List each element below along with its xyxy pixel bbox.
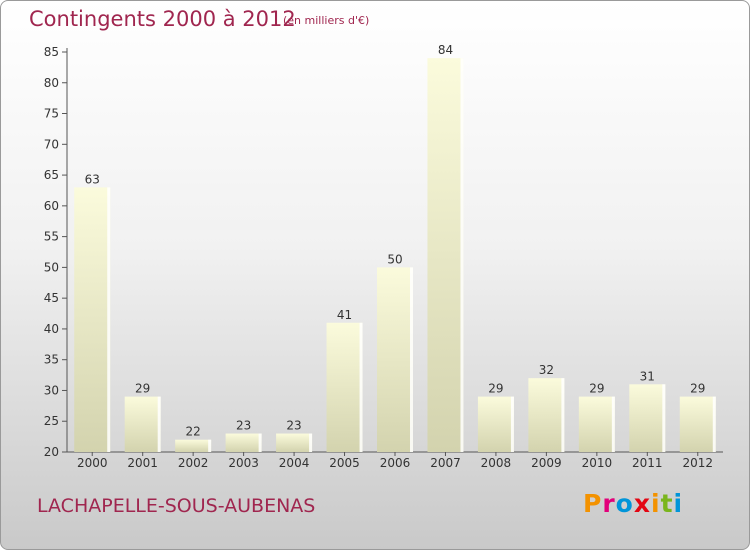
x-tick-label: 2005 [329,456,360,470]
y-tick-label: 50 [44,260,59,274]
x-tick-label: 2000 [77,456,108,470]
bar-highlight [712,396,716,452]
bar-highlight [157,396,161,452]
bar-value-label: 23 [236,419,251,433]
commune-name: LACHAPELLE-SOUS-AUBENAS [37,495,316,517]
x-tick-label: 2011 [632,456,663,470]
bar-highlight [107,187,111,452]
bar-highlight [309,433,313,452]
chart-unit-note: (en milliers d'€) [283,14,370,27]
bar[interactable] [629,384,666,452]
bar-highlight [460,58,464,453]
x-tick-label: 2012 [682,456,713,470]
y-tick-label: 60 [44,199,59,213]
x-tick-label: 2009 [531,456,562,470]
bar[interactable] [175,439,212,452]
bar[interactable] [326,322,363,452]
x-tick-label: 2007 [430,456,461,470]
bar[interactable] [377,267,413,452]
x-tick-label: 2010 [582,456,613,470]
bar-value-label: 29 [488,382,503,396]
bar-highlight [510,396,514,452]
bar-value-label: 23 [286,419,301,433]
logo-letter: i [673,489,684,518]
y-tick-label: 85 [44,45,59,59]
y-tick-label: 35 [44,353,59,367]
chart-bars: 63 29 22 23 23 41 50 84 29 32 29 31 29 [74,43,716,453]
x-tick-label: 2003 [228,456,259,470]
logo-letter: r [602,489,616,518]
y-tick-label: 65 [44,168,59,182]
bar-highlight [359,322,363,452]
bar-highlight [410,267,413,452]
bar[interactable] [477,396,514,452]
bar[interactable] [528,378,565,452]
y-tick-label: 45 [44,291,59,305]
bar-highlight [662,384,666,452]
y-tick-label: 70 [44,137,59,151]
bar[interactable] [578,396,615,452]
logo-letter: o [615,489,634,518]
bar[interactable] [74,187,111,452]
logo-letter: i [651,489,661,518]
y-tick-label: 25 [44,414,59,428]
y-tick-label: 55 [44,230,59,244]
bar-highlight [611,396,615,452]
chart-axes: 20 25 30 35 40 45 50 55 60 65 70 75 80 85 2000 2001 2002… [44,45,723,470]
bar-value-label: 31 [640,369,655,383]
bar-value-label: 32 [539,363,554,377]
bar-value-label: 41 [337,308,352,322]
bar[interactable] [225,433,262,452]
bar-value-label: 84 [438,43,453,57]
bar-value-label: 50 [387,252,402,266]
y-tick-label: 75 [44,107,59,121]
logo-letter: P [583,489,603,518]
x-tick-label: 2004 [279,456,310,470]
bar-value-label: 63 [85,172,100,186]
x-tick-label: 2002 [178,456,209,470]
y-tick-label: 20 [44,445,59,459]
bar-highlight [258,433,262,452]
y-tick-label: 30 [44,383,59,397]
bar-value-label: 29 [690,382,705,396]
x-tick-label: 2008 [481,456,512,470]
chart-title: Contingents 2000 à 2012 [29,7,296,31]
bar-value-label: 29 [135,382,150,396]
x-tick-label: 2006 [380,456,411,470]
x-tick-label: 2001 [127,456,158,470]
y-tick-label: 80 [44,76,59,90]
bar[interactable] [124,396,161,452]
bar[interactable] [679,396,716,452]
logo-letter: x [633,489,651,518]
bar[interactable] [427,58,464,453]
bar[interactable] [276,433,313,452]
bar-value-label: 22 [186,425,201,439]
y-tick-label: 40 [44,322,59,336]
bar-highlight [208,439,212,452]
bar-highlight [561,378,565,452]
proxiti-logo[interactable]: Proxiti [583,489,683,518]
logo-letter: t [660,489,674,518]
bar-value-label: 29 [589,382,604,396]
